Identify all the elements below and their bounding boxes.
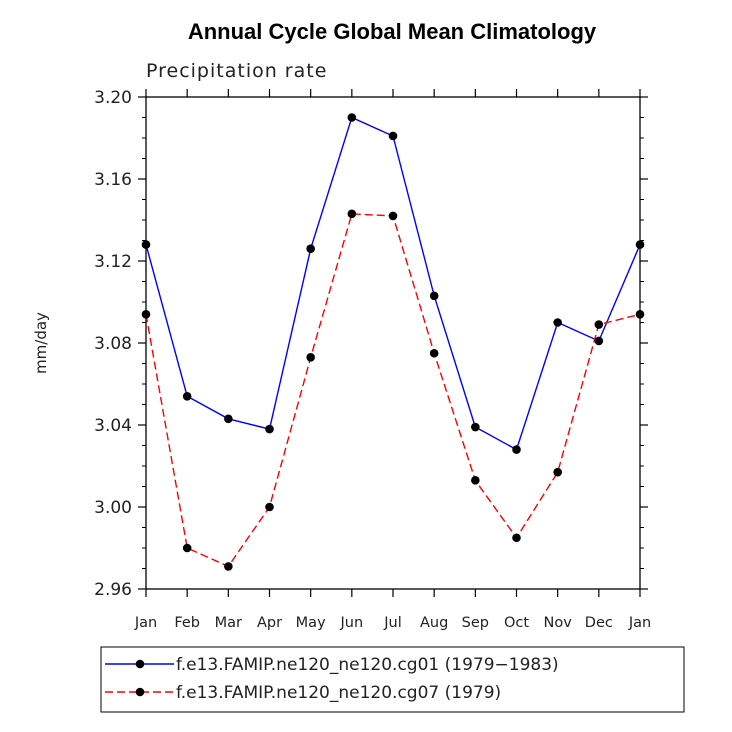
x-tick-label: Dec bbox=[585, 615, 613, 631]
data-point bbox=[306, 353, 315, 362]
data-point bbox=[429, 291, 439, 301]
data-point bbox=[512, 533, 521, 543]
y-tick-label: 2.96 bbox=[94, 580, 132, 600]
data-point bbox=[265, 502, 274, 512]
y-tick-label: 3.12 bbox=[94, 252, 132, 272]
y-axis-label: mm/day bbox=[32, 312, 50, 374]
y-tick-labels: 2.96 3.00 3.04 3.08 3.12 3.16 3.20 bbox=[94, 88, 132, 600]
data-point bbox=[182, 392, 192, 401]
x-tick-label: May bbox=[296, 615, 326, 631]
legend-label-2: f.e13.FAMIP.ne120_ne120.cg07 (1979) bbox=[176, 683, 501, 703]
data-point bbox=[471, 422, 480, 432]
data-point bbox=[635, 240, 645, 249]
y-tick-label: 3.20 bbox=[94, 88, 132, 108]
data-point bbox=[224, 414, 233, 424]
data-point bbox=[388, 211, 398, 221]
x-tick-label: Jun bbox=[340, 615, 364, 631]
y-tick-label: 3.00 bbox=[94, 498, 132, 518]
y-tick-label: 3.16 bbox=[94, 170, 132, 190]
data-point bbox=[182, 543, 192, 553]
x-tick-label: Mar bbox=[215, 615, 242, 631]
data-point bbox=[388, 131, 398, 141]
x-tick-labels: Jan Feb Mar Apr May Jun Jul Aug Sep Oct Nov Dec Jan bbox=[134, 615, 651, 631]
chart-subtitle: Precipitation rate bbox=[146, 60, 327, 82]
data-point bbox=[265, 424, 274, 434]
x-tick-label: Nov bbox=[544, 615, 573, 631]
series-line-1 bbox=[145, 116, 641, 451]
data-point bbox=[141, 240, 151, 249]
x-tick-label: Aug bbox=[420, 615, 448, 631]
legend: f.e13.FAMIP.ne120_ne120.cg01 (1979−1983)… bbox=[105, 655, 559, 703]
x-tick-label: Jan bbox=[134, 615, 157, 631]
legend-label-1: f.e13.FAMIP.ne120_ne120.cg01 (1979−1983) bbox=[176, 655, 559, 675]
legend-box bbox=[100, 646, 685, 713]
plot-frame bbox=[145, 96, 641, 590]
data-point bbox=[594, 336, 604, 346]
data-point bbox=[594, 320, 604, 329]
data-point bbox=[635, 310, 645, 319]
y-tick-label: 3.08 bbox=[94, 334, 132, 354]
chart-title: Annual Cycle Global Mean Climatology bbox=[188, 19, 597, 44]
x-tick-label: Jul bbox=[383, 615, 402, 631]
series-group bbox=[141, 113, 645, 571]
data-point bbox=[471, 476, 480, 485]
x-tick-label: Jan bbox=[628, 615, 651, 631]
data-point bbox=[347, 209, 357, 219]
data-point bbox=[429, 348, 439, 358]
legend-marker bbox=[135, 659, 145, 669]
y-tick-label: 3.04 bbox=[94, 416, 132, 436]
axis-ticks bbox=[138, 89, 648, 597]
x-tick-label: Apr bbox=[257, 615, 282, 631]
data-point bbox=[141, 310, 151, 319]
x-tick-label: Sep bbox=[462, 615, 489, 631]
data-point bbox=[347, 113, 357, 122]
x-tick-label: Feb bbox=[174, 615, 200, 631]
data-point bbox=[553, 318, 562, 327]
data-point bbox=[512, 445, 521, 454]
data-point bbox=[306, 244, 315, 253]
x-tick-label: Oct bbox=[504, 615, 529, 631]
legend-marker bbox=[135, 687, 145, 697]
data-point bbox=[224, 562, 233, 571]
data-point bbox=[553, 467, 562, 477]
series-line-2 bbox=[145, 213, 641, 568]
